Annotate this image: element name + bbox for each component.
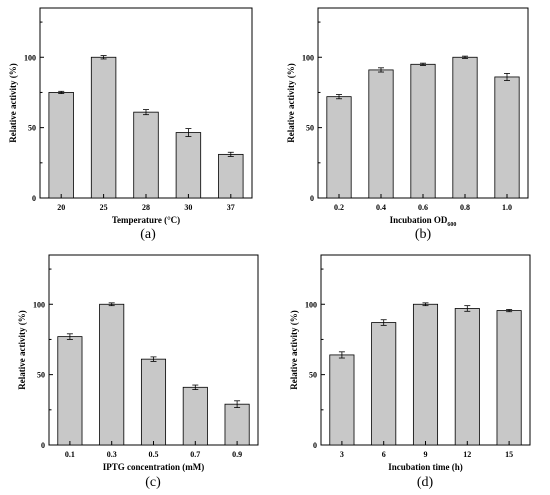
x-axis-title: Incubation time (h) [388, 462, 463, 472]
y-tick-label: 100 [305, 300, 317, 309]
y-tick-label: 100 [302, 53, 314, 62]
x-tick-label: 0.6 [418, 203, 428, 212]
error-bar [58, 90, 65, 94]
error-bar [100, 55, 107, 60]
y-tick-label: 0 [313, 441, 317, 450]
x-tick-label: 3 [340, 450, 344, 459]
x-tick-label: 0.3 [107, 450, 117, 459]
error-bar [462, 55, 468, 59]
bar [329, 354, 355, 446]
panel-label: (c) [145, 475, 161, 490]
y-tick-label: 100 [33, 300, 45, 309]
y-tick-label: 50 [306, 124, 314, 133]
x-tick-label: 1.0 [502, 203, 512, 212]
x-tick-label: 37 [227, 203, 235, 212]
error-bar [150, 356, 157, 362]
x-tick-label: 0.4 [376, 203, 386, 212]
x-tick-label: 12 [463, 450, 471, 459]
y-tick-label: 50 [37, 371, 45, 380]
error-bar [185, 128, 192, 137]
bar [368, 69, 394, 199]
chart-panel: 0 50 100 0.1 0.3 0.5 0.7 0.9 IPTG concentration … [17, 254, 259, 490]
x-axis-title: Temperature (°C) [112, 215, 180, 225]
panel-label: (a) [140, 227, 156, 242]
error-bar [336, 94, 342, 100]
y-tick-label: 0 [310, 194, 314, 203]
x-tick-label: 6 [382, 450, 386, 459]
bar [57, 336, 83, 446]
bar [371, 322, 397, 446]
error-bar [234, 400, 241, 408]
x-tick-label: 0.9 [232, 450, 242, 459]
x-tick-label: 9 [424, 450, 428, 459]
bar [410, 63, 436, 199]
bar [218, 153, 244, 199]
error-bar [66, 333, 73, 340]
bar [412, 303, 439, 446]
chart-panel: 0 50 100 20 25 28 30 37 Temperature (°C) Relative… [8, 7, 253, 242]
error-bar [380, 319, 387, 326]
error-bar [420, 62, 426, 66]
bar [48, 92, 74, 199]
x-axis-title-subscript: 600 [447, 222, 456, 228]
bar [496, 310, 522, 446]
x-tick-label: 0.2 [334, 203, 344, 212]
panel-label: (d) [417, 475, 434, 490]
error-bar [506, 309, 513, 313]
y-tick-label: 50 [309, 371, 317, 380]
panel-label: (b) [415, 227, 432, 242]
chart-panel: 0 50 100 3 6 9 12 15 Incubation time (h) Relative… [289, 254, 531, 490]
error-bar [504, 73, 510, 81]
error-bar [338, 351, 345, 359]
y-tick-label: 0 [41, 441, 45, 450]
bar [175, 132, 202, 199]
x-tick-label: 30 [184, 203, 192, 212]
error-bar [143, 109, 149, 116]
bar [224, 403, 250, 446]
bar [182, 386, 208, 446]
x-tick-label: 15 [505, 450, 513, 459]
x-tick-label: 0.1 [65, 450, 75, 459]
x-tick-label: 20 [57, 203, 65, 212]
y-tick-label: 50 [28, 124, 36, 133]
y-axis-title: Relative activity (%) [8, 63, 18, 142]
error-bar [227, 151, 234, 157]
error-bar [378, 67, 384, 73]
x-tick-label: 0.7 [190, 450, 200, 459]
x-axis-title: Incubation OD600 [390, 215, 457, 228]
x-tick-label: 25 [100, 203, 108, 212]
y-axis-title: Relative activity (%) [286, 63, 296, 142]
y-tick-label: 0 [32, 194, 36, 203]
error-bar [108, 302, 115, 307]
chart-panel: 0 50 100 0.2 0.4 0.6 0.8 1.0 Incubation OD600 Rel… [286, 7, 529, 242]
bar [454, 308, 480, 446]
x-axis-title: IPTG concentration (mM) [103, 462, 204, 472]
y-axis-title: Relative activity (%) [289, 310, 299, 389]
y-tick-label: 100 [24, 53, 36, 62]
x-tick-label: 28 [142, 203, 150, 212]
x-tick-label: 0.8 [460, 203, 470, 212]
error-bar [464, 305, 471, 312]
bar [133, 111, 159, 199]
bar [90, 56, 117, 199]
error-bar [192, 384, 199, 390]
error-bar [422, 302, 429, 307]
y-axis-title: Relative activity (%) [17, 310, 27, 389]
bar [326, 96, 352, 199]
x-tick-label: 0.5 [149, 450, 159, 459]
bar [140, 358, 167, 446]
bar [99, 303, 125, 446]
bar [452, 56, 478, 199]
bar [494, 76, 520, 199]
